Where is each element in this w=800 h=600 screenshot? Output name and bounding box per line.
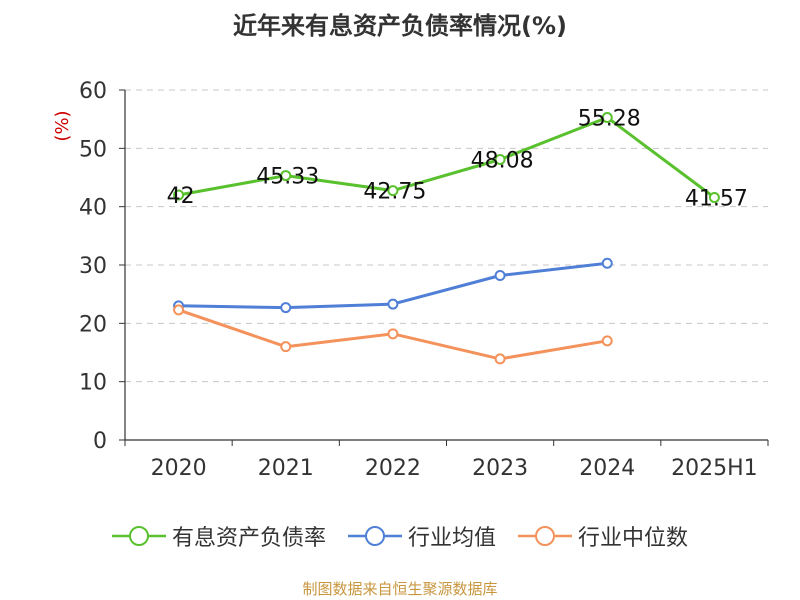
data-point bbox=[601, 335, 613, 347]
y-tick-label: 40 bbox=[79, 196, 107, 221]
legend: 有息资产负债率 行业均值 行业中位数 bbox=[0, 520, 800, 552]
legend-label: 行业均值 bbox=[407, 526, 496, 551]
legend-item-industry-median[interactable]: 行业中位数 bbox=[518, 520, 688, 552]
legend-item-industry-average[interactable]: 行业均值 bbox=[347, 520, 496, 552]
data-label: 45.33 bbox=[256, 165, 319, 190]
data-point bbox=[280, 341, 292, 353]
y-axis-label: (%) bbox=[52, 110, 73, 141]
chart-title: 近年来有息资产负债率情况(%) bbox=[233, 12, 567, 40]
x-tick-label: 2021 bbox=[258, 456, 314, 481]
data-label: 42.75 bbox=[363, 180, 426, 205]
data-point bbox=[173, 189, 185, 201]
legend-label: 有息资产负债率 bbox=[171, 526, 326, 551]
legend-line-icon bbox=[111, 526, 166, 546]
y-tick-label: 0 bbox=[93, 429, 107, 454]
data-point bbox=[387, 328, 399, 340]
data-point bbox=[708, 192, 720, 204]
data-point bbox=[601, 112, 613, 124]
legend-item-debt-ratio[interactable]: 有息资产负债率 bbox=[111, 520, 326, 552]
data-labels: 42 45.33 42.75 48.08 55.28 41.57 bbox=[167, 107, 748, 212]
y-tick-label: 30 bbox=[79, 254, 107, 279]
x-tick-label: 2023 bbox=[472, 456, 528, 481]
y-tick-label: 60 bbox=[79, 79, 107, 104]
x-tick-label: 2024 bbox=[579, 456, 635, 481]
grid-lines bbox=[125, 89, 768, 383]
legend-label: 行业中位数 bbox=[578, 526, 689, 551]
data-point bbox=[387, 298, 399, 310]
x-tick-label: 2020 bbox=[151, 456, 207, 481]
x-tick-label: 2025H1 bbox=[671, 456, 758, 481]
data-point bbox=[280, 170, 292, 182]
source-note: 制图数据来自恒生聚源数据库 bbox=[302, 580, 498, 598]
data-label: 48.08 bbox=[471, 149, 534, 174]
data-point bbox=[280, 302, 292, 314]
y-tick-label: 10 bbox=[79, 371, 107, 396]
y-tick-label: 20 bbox=[79, 312, 107, 337]
axes: 0 10 20 30 40 50 60 (%) 2020 2021 2022 2023 2024 2025… bbox=[52, 79, 769, 481]
data-label: 42 bbox=[167, 184, 195, 209]
data-point bbox=[494, 353, 506, 365]
data-point bbox=[601, 257, 613, 269]
series-line bbox=[178, 116, 716, 199]
data-label: 55.28 bbox=[578, 107, 641, 132]
data-point bbox=[494, 270, 506, 281]
x-tick-label: 2022 bbox=[365, 456, 421, 481]
data-point bbox=[494, 154, 506, 166]
y-tick-label: 50 bbox=[79, 137, 107, 162]
legend-line-icon bbox=[518, 526, 572, 546]
data-point bbox=[173, 304, 185, 316]
data-point bbox=[387, 185, 399, 197]
legend-line-icon bbox=[347, 526, 402, 546]
data-label: 41.57 bbox=[685, 187, 748, 212]
series bbox=[173, 112, 720, 365]
